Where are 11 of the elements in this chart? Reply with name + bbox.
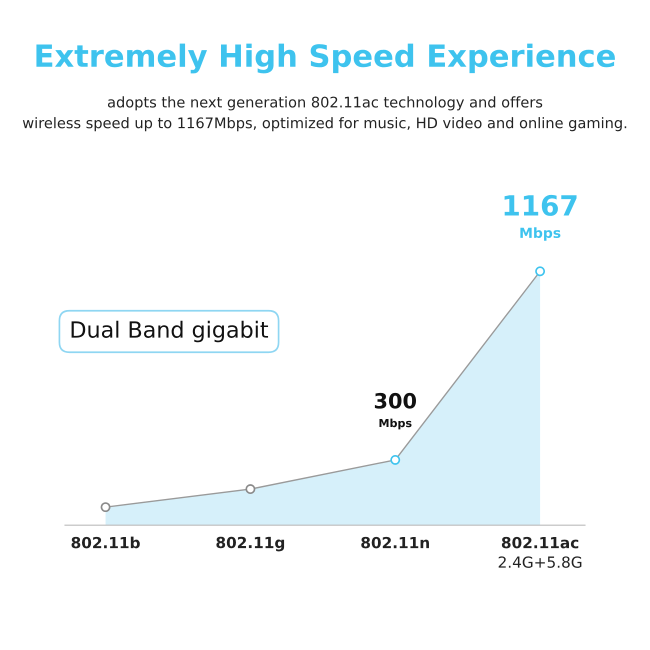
chart-subtitle: adopts the next generation 802.11ac technology and offers wireless speed up to 1167Mbps, optimized for music, HD video and online gaming. — [22, 96, 626, 132]
chart-title: Extremely High Speed Experience — [36, 44, 615, 74]
x-tick-label: 802.11b — [72, 536, 140, 548]
data-label: 1167 — [504, 194, 577, 216]
x-tick-label: 802.11ac 2.4G+5.8G — [498, 536, 582, 568]
data-label: 300 — [374, 392, 416, 409]
x-tick-label: 802.11g — [216, 536, 284, 552]
annotation: Dual Band gigabit — [72, 320, 268, 342]
annotation: Mbps — [379, 418, 412, 430]
x-tick-label: 802.11n — [361, 536, 429, 548]
annotation: Mbps — [520, 227, 560, 241]
